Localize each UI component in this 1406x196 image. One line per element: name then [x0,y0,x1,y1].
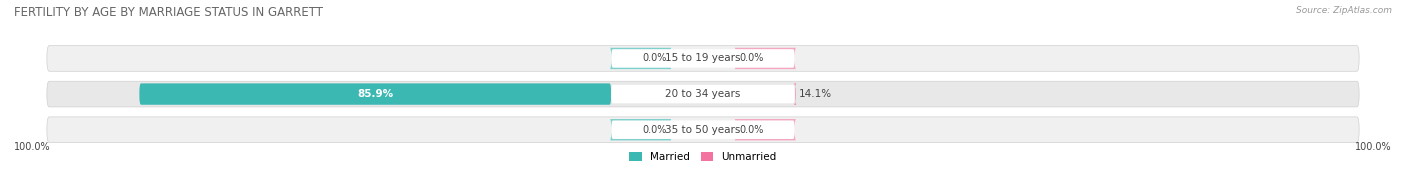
Text: 35 to 50 years: 35 to 50 years [665,125,741,135]
FancyBboxPatch shape [46,81,1360,107]
FancyBboxPatch shape [139,83,612,105]
Text: 0.0%: 0.0% [740,125,763,135]
Text: FERTILITY BY AGE BY MARRIAGE STATUS IN GARRETT: FERTILITY BY AGE BY MARRIAGE STATUS IN G… [14,6,323,19]
FancyBboxPatch shape [612,49,794,68]
FancyBboxPatch shape [612,85,794,103]
FancyBboxPatch shape [794,83,796,105]
Text: Source: ZipAtlas.com: Source: ZipAtlas.com [1296,6,1392,15]
Text: 0.0%: 0.0% [643,125,666,135]
FancyBboxPatch shape [46,46,1360,71]
Text: 0.0%: 0.0% [740,54,763,64]
FancyBboxPatch shape [46,117,1360,142]
Text: 0.0%: 0.0% [643,54,666,64]
Text: 100.0%: 100.0% [1355,142,1392,152]
FancyBboxPatch shape [734,119,796,140]
FancyBboxPatch shape [610,119,672,140]
FancyBboxPatch shape [610,48,672,69]
Text: 15 to 19 years: 15 to 19 years [665,54,741,64]
Text: 20 to 34 years: 20 to 34 years [665,89,741,99]
Legend: Married, Unmarried: Married, Unmarried [630,152,776,162]
Text: 100.0%: 100.0% [14,142,51,152]
FancyBboxPatch shape [734,48,796,69]
Text: 14.1%: 14.1% [799,89,832,99]
FancyBboxPatch shape [612,121,794,139]
Text: 85.9%: 85.9% [357,89,394,99]
